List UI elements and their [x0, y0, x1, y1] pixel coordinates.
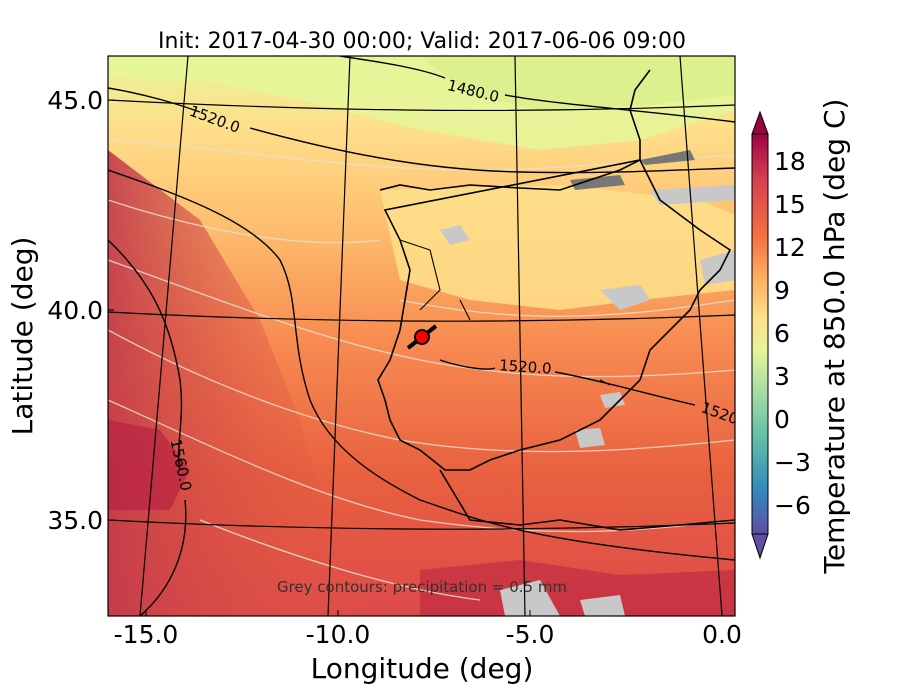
graticule [108, 56, 735, 616]
precipitation-dark-areas [570, 150, 695, 190]
colorbar-tick-12: 12 [774, 233, 806, 262]
colorbar-tick-18: 18 [774, 147, 806, 176]
colorbar-min-extend [751, 533, 769, 560]
precipitation-areas [440, 185, 735, 616]
x-axis-label: Longitude (deg) [311, 652, 534, 685]
y-tick-35: 35.0 [47, 506, 103, 535]
x-tick-minus10: -10.0 [306, 620, 371, 649]
x-tick-minus15: -15.0 [114, 620, 179, 649]
colorbar-tick-6: 6 [774, 319, 790, 348]
y-tick-45: 45.0 [47, 86, 103, 115]
y-tick-40: 40.0 [47, 296, 103, 325]
hot-spot-southwest [108, 420, 190, 510]
colorbar-tick-minus6: −6 [774, 491, 811, 520]
geopotential-contours [108, 56, 735, 616]
map-title: Init: 2017-04-30 00:00; Valid: 2017-06-0… [158, 29, 686, 54]
cold-region-bay [420, 56, 735, 110]
colorbar-tick-15: 15 [774, 190, 806, 219]
precipitation-note: Grey contours: precipitation = 0.5 mm [277, 578, 567, 596]
hot-spot-south [420, 560, 735, 616]
border-lines [399, 239, 611, 386]
coastline [377, 69, 735, 531]
x-axis: -15.0 -10.0 -5.0 0.0 [114, 610, 742, 649]
colorbar-label: Temperature at 850.0 hPa (deg C) [818, 99, 851, 575]
y-axis: 45.0 40.0 35.0 [47, 86, 114, 535]
colorbar: 18 15 12 9 6 3 0 −3 −6 [751, 110, 811, 560]
map-frame [107, 55, 736, 617]
colorbar-tick-3: 3 [774, 362, 790, 391]
colorbar-max-extend [751, 110, 769, 135]
station-marker [406, 324, 438, 350]
colorbar-tick-9: 9 [774, 276, 790, 305]
map-panel: 1480.0 1520.0 1520.0 1520 1560.0 Grey co… [108, 56, 735, 616]
y-axis-label: Latitude (deg) [6, 237, 39, 436]
warm-region-west [108, 150, 380, 616]
x-tick-minus5: -5.0 [506, 620, 555, 649]
cool-region-iberia [380, 185, 735, 310]
colorbar-tick-minus3: −3 [774, 448, 811, 477]
colorbar-scale [751, 133, 769, 535]
contour-label-1520-center: 1520.0 [499, 356, 553, 378]
x-tick-0: 0.0 [702, 620, 742, 649]
colorbar-tick-0: 0 [774, 405, 790, 434]
